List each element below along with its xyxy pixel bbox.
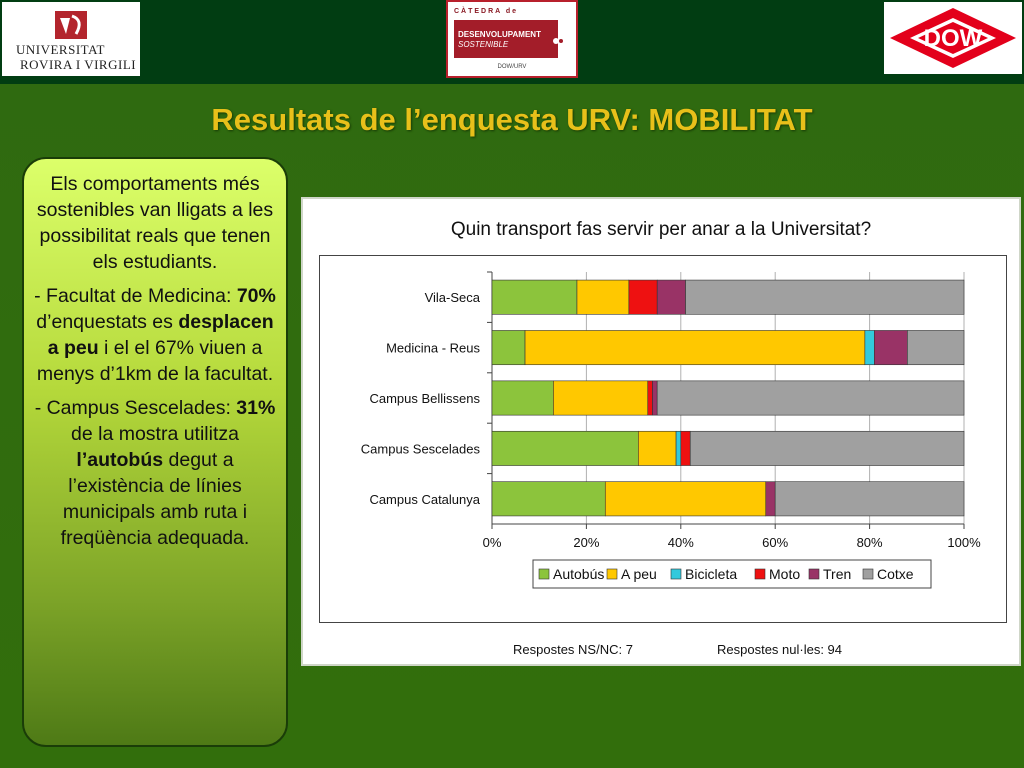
catedra-logo-footer: DOW/URV [497, 64, 527, 70]
bar-segment [774, 481, 965, 517]
flower-icon [553, 33, 569, 49]
bar-segment [491, 330, 526, 366]
bar-segment [864, 330, 875, 366]
summary-paragraph-2: - Facultat de Medicina: 70% d’enquestats… [34, 283, 276, 387]
bar-segment [553, 380, 649, 416]
page-title: Resultats de l’enquesta URV: MOBILITAT [211, 102, 813, 137]
catedra-logo: CÀTEDRA de DESENVOLUPAMENT SOSTENIBLE DO… [446, 0, 578, 78]
legend-label: Autobús [553, 566, 604, 582]
p2-part-c: d’enquestats es [36, 311, 179, 333]
bar-segment [685, 279, 965, 315]
bar-segment [604, 481, 767, 517]
legend-label: Moto [769, 566, 800, 582]
catedra-logo-line2: SOSTENIBLE [458, 40, 509, 49]
legend-label: Bicicleta [685, 566, 737, 582]
legend-swatch [670, 568, 682, 580]
x-tick-label: 80% [857, 535, 883, 550]
x-tick-label: 100% [947, 535, 981, 550]
p2-part-d: desplacen a peu [47, 311, 274, 359]
p3-part-b: 31% [236, 397, 276, 419]
bar-segment [491, 481, 606, 517]
y-category-label: Vila-Seca [425, 290, 481, 305]
bar-segment [491, 279, 578, 315]
x-tick-label: 0% [483, 535, 502, 550]
bar-segment [680, 430, 691, 466]
legend-swatch [606, 568, 618, 580]
bar-segment [675, 430, 682, 466]
legend-label: Tren [823, 566, 851, 582]
chart-note-nulls: Respostes nul·les: 94 [717, 642, 843, 657]
legend-label: A peu [621, 566, 657, 582]
legend-swatch [808, 568, 820, 580]
bar-segment [656, 279, 686, 315]
dow-logo-text: DOW [924, 25, 983, 52]
summary-paragraph-3: - Campus Sescelades: 31% de la mostra ut… [34, 395, 276, 551]
urv-logo-line1: UNIVERSITAT [16, 42, 105, 57]
bar-segment [647, 380, 653, 416]
bar-segment [874, 330, 908, 366]
summary-paragraph-1: Els comportaments més sostenibles van ll… [36, 173, 274, 273]
urv-logo-line2: ROVIRA I VIRGILI [20, 57, 137, 72]
stacked-bar-chart: 0% 20% 40% 60% 80% 100% Vila-Seca Medicina - Re… [361, 271, 981, 589]
p2-part-e: i el el 67% viuen a menys d’1km de la fa… [36, 337, 274, 385]
chart-note-ns-nc: Respostes NS/NC: 7 [513, 642, 633, 657]
p3-part-a: - Campus Sescelades: [34, 397, 237, 419]
urv-logo: UNIVERSITAT ROVIRA I VIRGILI [2, 2, 140, 76]
bar-segment [652, 380, 658, 416]
bar-segment [524, 330, 866, 366]
x-tick-label: 20% [573, 535, 599, 550]
bar-segment [491, 380, 554, 416]
chart-frame: 0% 20% 40% 60% 80% 100% Vila-Seca Medicina - Re… [319, 255, 1007, 623]
legend-label: Cotxe [877, 566, 914, 582]
header-bar: UNIVERSITAT ROVIRA I VIRGILI CÀTEDRA de … [0, 0, 1024, 84]
catedra-logo-top: CÀTEDRA de [454, 8, 519, 15]
legend-swatch [754, 568, 766, 580]
bar-segment [689, 430, 965, 466]
y-category-label: Medicina - Reus [386, 341, 480, 356]
y-category-label: Campus Sescelades [361, 441, 481, 456]
legend-swatch [538, 568, 550, 580]
bar-segment [765, 481, 776, 517]
urv-emblem-icon [55, 11, 87, 39]
chart-title: Quin transport fas servir per anar a la … [450, 219, 872, 240]
dow-diamond-icon: DOW [890, 8, 1016, 68]
p3-part-d: l’autobús [76, 449, 164, 471]
y-category-label: Campus Catalunya [369, 492, 480, 507]
bar-segment [907, 330, 965, 366]
bar-segment [491, 430, 639, 466]
p2-part-a: - Facultat de Medicina: [34, 285, 237, 307]
catedra-logo-band [454, 20, 558, 58]
summary-text-box: Els comportaments més sostenibles van ll… [22, 157, 288, 747]
bar-segment [628, 279, 658, 315]
dow-logo: DOW [884, 2, 1022, 74]
y-category-label: Campus Bellissens [369, 391, 480, 406]
catedra-logo-line1: DESENVOLUPAMENT [458, 30, 541, 39]
bar-segment [656, 380, 965, 416]
chart-panel: Quin transport fas servir per anar a la … [301, 197, 1021, 666]
p2-part-b: 70% [236, 285, 276, 307]
p3-part-e: degut a l’existència de línies municipal… [60, 449, 250, 549]
p3-part-c: de la mostra utilitza [71, 423, 239, 445]
bar-segment [638, 430, 677, 466]
bar-segment [576, 279, 630, 315]
legend-swatch [862, 568, 874, 580]
x-tick-label: 40% [668, 535, 694, 550]
x-tick-label: 60% [762, 535, 788, 550]
